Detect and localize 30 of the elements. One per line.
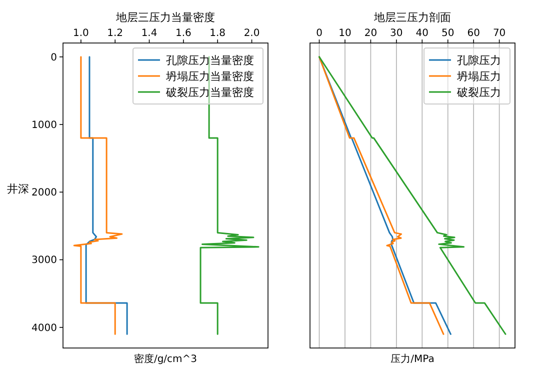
- legend-label: 破裂压力当量密度: [165, 86, 254, 99]
- x-tick-label: 1.4: [141, 28, 158, 39]
- chart-title: 地层三压力剖面: [373, 11, 451, 24]
- y-tick-label: 3000: [32, 255, 57, 266]
- chart-title: 地层三压力当量密度: [115, 11, 215, 24]
- y-tick-label: 4000: [32, 322, 57, 334]
- x-tick-label: 2.0: [244, 28, 260, 39]
- legend-label: 坍塌压力当量密度: [165, 70, 254, 83]
- y-tick-label: 2000: [32, 188, 57, 199]
- x-tick-label: 1.6: [175, 28, 192, 39]
- x-tick-label: 10: [338, 28, 352, 39]
- y-axis-title: 井深: [7, 182, 29, 196]
- x-tick-label: 20: [364, 28, 378, 39]
- x-tick-label: 70: [492, 28, 506, 39]
- x-tick-label: 50: [442, 28, 454, 39]
- x-tick-label: 40: [416, 28, 429, 39]
- x-tick-label: 60: [467, 28, 480, 39]
- legend-label: 破裂压力: [456, 86, 501, 99]
- legend-label: 坍塌压力: [456, 70, 501, 83]
- legend-label: 孔隙压力当量密度: [166, 54, 254, 67]
- legend-label: 孔隙压力: [457, 54, 501, 67]
- x-tick-label: 30: [390, 28, 403, 39]
- x-axis-title: 压力/MPa: [390, 353, 434, 365]
- x-tick-label: 1.8: [210, 28, 226, 39]
- x-tick-label: 1.2: [107, 28, 124, 39]
- y-tick-label: 1000: [32, 120, 57, 131]
- x-tick-label: 0: [316, 28, 322, 39]
- x-axis-title: 密度/g/cm^3: [134, 353, 198, 365]
- y-tick-label: 0: [50, 52, 57, 64]
- x-tick-label: 1.0: [72, 28, 89, 39]
